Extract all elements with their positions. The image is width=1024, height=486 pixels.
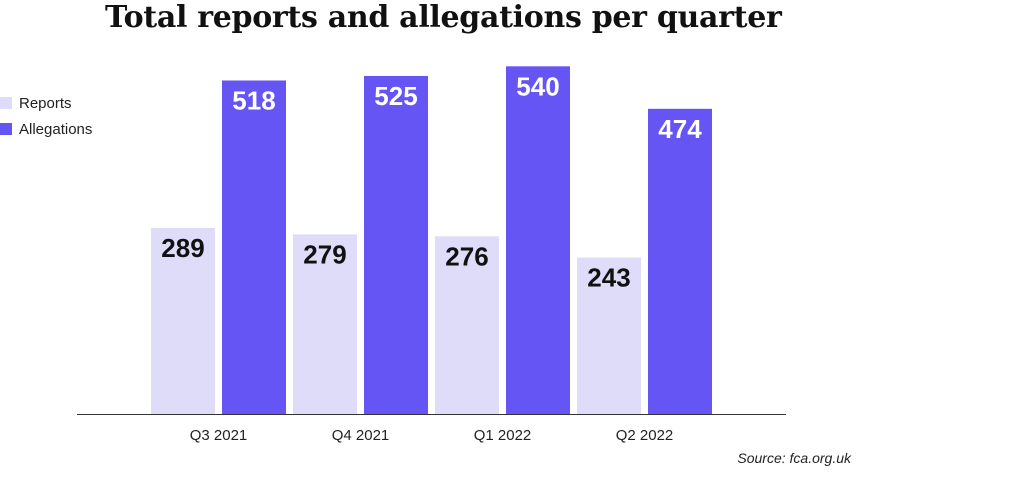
x-tick-label: Q4 2021 (332, 427, 390, 444)
bar-allegations (648, 108, 712, 415)
data-label-reports: 276 (445, 241, 488, 271)
legend: Reports Allegations (0, 90, 92, 142)
data-label-allegations: 540 (516, 71, 559, 101)
legend-label-allegations: Allegations (19, 120, 93, 138)
data-label-reports: 279 (303, 239, 346, 269)
data-label-reports: 289 (161, 233, 204, 263)
x-tick-label: Q3 2021 (190, 427, 248, 444)
chart-title: Total reports and allegations per quarte… (105, 0, 782, 35)
bar-allegations (222, 80, 286, 414)
x-tick-label: Q2 2022 (616, 427, 674, 444)
legend-swatch-reports (0, 97, 12, 109)
legend-item-reports: Reports (0, 90, 92, 116)
data-label-allegations: 518 (232, 85, 275, 115)
legend-label-reports: Reports (19, 94, 72, 112)
data-label-reports: 243 (587, 263, 630, 293)
bar-reports (151, 227, 215, 414)
bar-allegations (364, 75, 428, 414)
x-tick-label: Q1 2022 (474, 427, 532, 444)
bar-reports (577, 257, 641, 414)
bar-allegations (506, 66, 570, 414)
data-label-allegations: 474 (658, 114, 702, 144)
source-note: Source: fca.org.uk (737, 450, 851, 466)
legend-swatch-allegations (0, 123, 12, 135)
bar-reports (435, 236, 499, 414)
data-label-allegations: 525 (374, 81, 417, 111)
bar-reports (293, 234, 357, 414)
legend-item-allegations: Allegations (0, 116, 92, 142)
